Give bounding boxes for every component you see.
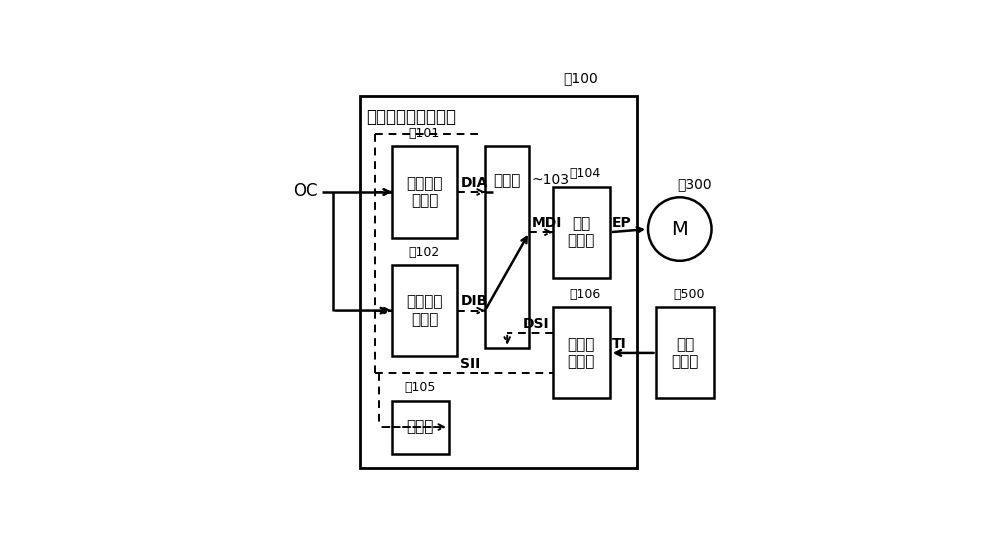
Text: ⲩ100: ⲩ100 [563,71,598,85]
Text: ⲩ106: ⲩ106 [570,288,601,301]
Text: M: M [671,219,688,239]
Circle shape [648,197,712,261]
Text: 有传感器
控制部: 有传感器 控制部 [406,176,443,208]
Text: ~103: ~103 [532,173,570,186]
Text: ⲩ101: ⲩ101 [409,127,440,140]
Bar [360,96,637,469]
Text: DIA: DIA [461,176,488,190]
Text: 电力
供给部: 电力 供给部 [568,216,595,249]
Text: ⲩ102: ⲩ102 [409,246,440,258]
Bar [553,186,610,278]
Text: ⲩ105: ⲩ105 [405,381,436,394]
Text: DSI: DSI [523,317,549,331]
Text: 切换部: 切换部 [494,173,521,188]
Bar [553,307,610,398]
Text: DIB: DIB [461,294,488,309]
Text: OC: OC [293,182,318,200]
Text: ⲩ500: ⲩ500 [673,288,705,301]
Text: 无传感器
控制部: 无传感器 控制部 [406,294,443,327]
Text: ⲩ104: ⲩ104 [570,167,601,180]
Text: TI: TI [612,337,627,351]
Bar [656,307,714,398]
Text: 处理器: 处理器 [407,420,434,435]
Text: MDI: MDI [532,216,562,230]
Text: 电动机驱动控制装置: 电动机驱动控制装置 [366,108,456,127]
Text: ⲩ300: ⲩ300 [678,177,712,191]
Bar [485,146,529,348]
Bar [392,265,457,356]
Text: 传感器
通信部: 传感器 通信部 [568,337,595,369]
Bar [392,146,457,238]
Text: SII: SII [460,357,481,371]
Text: 温度
传感器: 温度 传感器 [671,337,699,369]
Text: EP: EP [612,216,632,230]
Bar [392,400,449,454]
